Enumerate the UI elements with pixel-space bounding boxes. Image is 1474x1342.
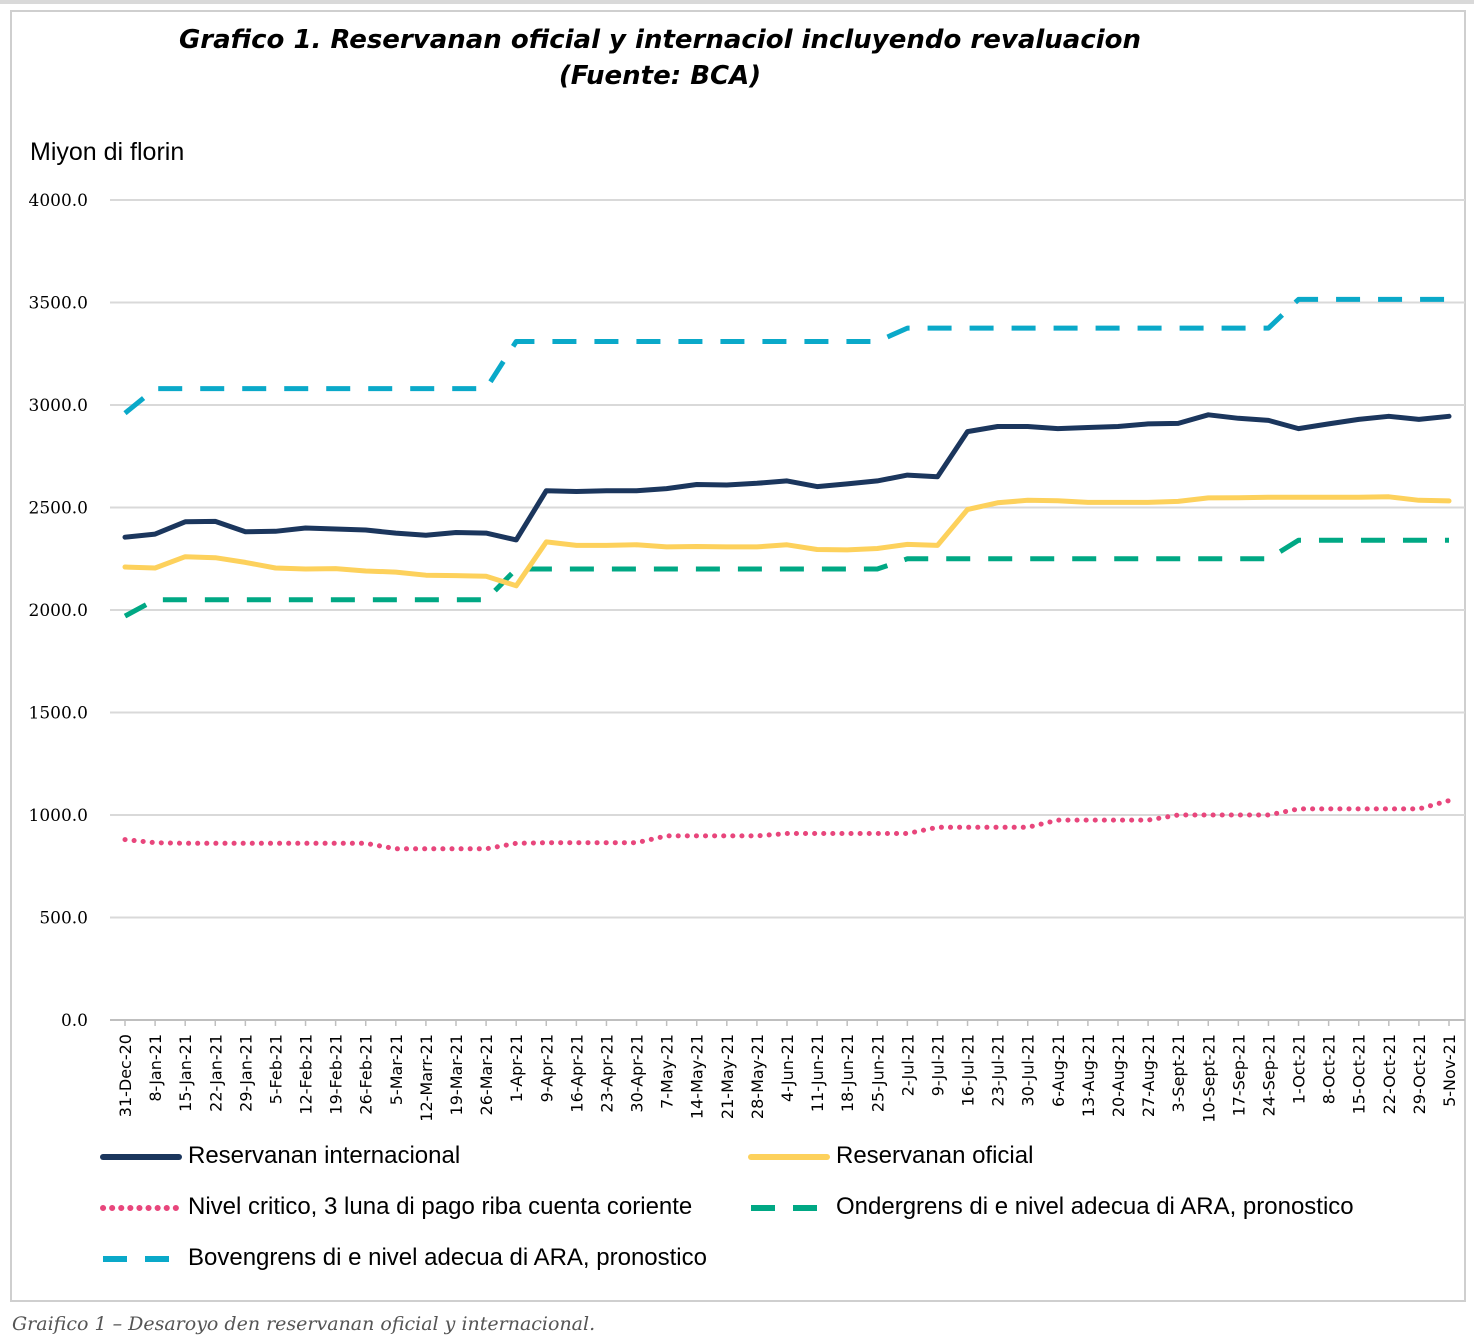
x-tick-label: 8-Oct-21: [1320, 1034, 1339, 1104]
x-tick-label: 4-Jun-21: [778, 1034, 797, 1102]
x-tick-label: 21-May-21: [718, 1034, 737, 1119]
x-tick-label: 2-Jul-21: [898, 1034, 917, 1096]
x-tick-label: 5-Nov-21: [1440, 1034, 1459, 1107]
x-tick-label: 15-Jan-21: [176, 1034, 195, 1112]
x-tick-label: 9-Jul-21: [928, 1034, 947, 1096]
legend-label: Reservanan oficial: [836, 1142, 1034, 1169]
x-tick-label: 29-Oct-21: [1410, 1034, 1429, 1114]
x-tick-label: 5-Feb-21: [266, 1034, 285, 1104]
y-tick-label: 3500.0: [29, 294, 88, 314]
x-tick-label: 16-Jul-21: [959, 1034, 978, 1106]
x-tick-label: 26-Feb-21: [357, 1034, 376, 1115]
series-line-1: [122, 412, 1452, 543]
x-tick-label: 23-Apr-21: [597, 1034, 616, 1113]
legend-item: Bovengrens di e nivel adecua di ARA, pro…: [100, 1244, 707, 1272]
series-lines: [122, 296, 1452, 852]
chart-title-line1: Grafico 1. Reservanan oficial y internac…: [178, 25, 1142, 55]
legend-swatch: [100, 1205, 182, 1211]
x-tick-label: 19-Mar-21: [447, 1034, 466, 1115]
legend-item: Reservanan internacional: [100, 1142, 460, 1170]
chart-frame: [10, 10, 1466, 1302]
figure-caption: Graifico 1 – Desaroyo den reservanan ofi…: [12, 1313, 596, 1335]
x-tick-label: 17-Sep-21: [1229, 1034, 1248, 1116]
x-tick-label: 14-May-21: [688, 1034, 707, 1119]
x-tick-label: 23-Jul-21: [989, 1034, 1008, 1106]
legend-swatch: [751, 1205, 827, 1211]
x-tick-label: 7-May-21: [658, 1034, 677, 1109]
x-tick-label: 25-Jun-21: [868, 1034, 887, 1112]
legend-label: Ondergrens di e nivel adecua di ARA, pro…: [836, 1193, 1354, 1220]
x-tick-label: 15-Oct-21: [1350, 1034, 1369, 1114]
x-tick-label: 8-Jan-21: [146, 1034, 165, 1102]
legend-swatch: [103, 1256, 179, 1262]
y-tick-label: 2500.0: [29, 499, 88, 519]
series-line-3: [122, 798, 1452, 852]
x-tick-label: 24-Sep-21: [1259, 1034, 1278, 1116]
chart-title: Grafico 1. Reservanan oficial y internac…: [60, 22, 1260, 94]
x-tick-label: 1-Apr-21: [507, 1034, 526, 1102]
legend-label: Reservanan internacional: [188, 1142, 461, 1169]
x-tick-label: 12-Feb-21: [297, 1034, 316, 1115]
x-tick-label: 11-Jun-21: [808, 1034, 827, 1112]
x-tick-label: 9-Apr-21: [537, 1034, 556, 1102]
x-tick-label: 27-Aug-21: [1139, 1034, 1158, 1117]
x-tick-label: 18-Jun-21: [838, 1034, 857, 1112]
x-tick-label: 10-Sept-21: [1199, 1034, 1218, 1123]
y-tick-label: 0.0: [61, 1011, 88, 1031]
x-tick-label: 5-Mar-21: [387, 1034, 406, 1105]
x-tick-label: 6-Aug-21: [1049, 1034, 1068, 1107]
y-axis-unit-label: Miyon di florin: [30, 138, 185, 166]
x-tick-label: 22-Oct-21: [1380, 1034, 1399, 1114]
x-tick-label: 3-Sept-21: [1169, 1034, 1188, 1113]
y-tick-labels: 0.0 500.0 1000.0 1500.0 2000.0 2500.0 3000.0 35…: [29, 191, 88, 1031]
series-line-4: [123, 537, 1449, 619]
legend-item: Reservanan oficial: [748, 1142, 1033, 1170]
legend-label: Nivel critico, 3 luna di pago riba cuent…: [188, 1193, 693, 1220]
x-tick-label: 19-Feb-21: [327, 1034, 346, 1115]
x-tick-label: 28-May-21: [748, 1034, 767, 1119]
x-tick-labels: 31-Dec-20 8-Jan-21 15-Jan-21 22-Jan-21 29-Ja…: [116, 1020, 1459, 1123]
series-line-2: [122, 494, 1452, 589]
y-tick-label: 3000.0: [29, 396, 88, 416]
gridlines: [110, 199, 1465, 1021]
chart-title-line2: (Fuente: BCA): [558, 61, 762, 91]
legend-item: Ondergrens di e nivel adecua di ARA, pro…: [748, 1193, 1354, 1221]
x-tick-label: 31-Dec-20: [116, 1034, 135, 1117]
legend-item: Nivel critico, 3 luna di pago riba cuent…: [100, 1193, 692, 1221]
x-tick-label: 26-Mar-21: [477, 1034, 496, 1115]
x-tick-label: 12-Marr-21: [417, 1034, 436, 1122]
x-tick-label: 30-Jul-21: [1019, 1034, 1038, 1106]
x-tick-label: 1-Oct-21: [1290, 1034, 1309, 1104]
x-tick-label: 13-Aug-21: [1079, 1034, 1098, 1117]
legend-swatch: [100, 1154, 182, 1160]
y-tick-label: 4000.0: [29, 191, 88, 211]
x-tick-label: 30-Apr-21: [628, 1034, 647, 1113]
x-tick-label: 29-Jan-21: [236, 1034, 255, 1112]
legend-swatch: [748, 1154, 830, 1160]
x-tick-label: 16-Apr-21: [567, 1034, 586, 1113]
top-rule: [0, 0, 1474, 4]
y-tick-label: 500.0: [39, 909, 88, 929]
y-tick-label: 1500.0: [29, 704, 88, 724]
legend-label: Bovengrens di e nivel adecua di ARA, pro…: [188, 1244, 707, 1271]
x-tick-label: 22-Jan-21: [206, 1034, 225, 1112]
series-line-5: [123, 296, 1449, 416]
y-tick-label: 1000.0: [29, 806, 88, 826]
y-tick-label: 2000.0: [29, 601, 88, 621]
x-tick-label: 20-Aug-21: [1109, 1034, 1128, 1117]
